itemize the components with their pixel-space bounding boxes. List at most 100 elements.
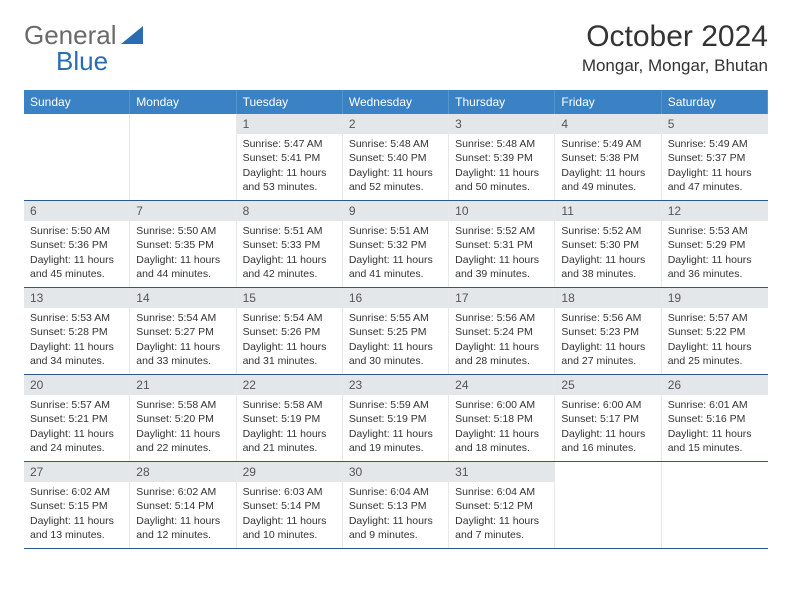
sunset-text: Sunset: 5:37 PM (668, 151, 762, 165)
sunrise-text: Sunrise: 5:53 AM (30, 311, 123, 325)
calendar-week: 13Sunrise: 5:53 AMSunset: 5:28 PMDayligh… (24, 288, 768, 375)
sunrise-text: Sunrise: 5:56 AM (455, 311, 548, 325)
day-number: 7 (130, 201, 235, 221)
day-number: 9 (343, 201, 448, 221)
sunset-text: Sunset: 5:14 PM (243, 499, 336, 513)
sunrise-text: Sunrise: 5:51 AM (243, 224, 336, 238)
day-details: Sunrise: 5:53 AMSunset: 5:28 PMDaylight:… (24, 308, 129, 372)
sunrise-text: Sunrise: 6:02 AM (30, 485, 123, 499)
brand-triangle-icon (121, 20, 143, 51)
brand-part2: Blue (56, 46, 108, 77)
day-details: Sunrise: 5:50 AMSunset: 5:35 PMDaylight:… (130, 221, 235, 285)
calendar-cell: 17Sunrise: 5:56 AMSunset: 5:24 PMDayligh… (449, 288, 555, 374)
sunset-text: Sunset: 5:23 PM (561, 325, 654, 339)
sunset-text: Sunset: 5:40 PM (349, 151, 442, 165)
sunset-text: Sunset: 5:31 PM (455, 238, 548, 252)
daylight-text: Daylight: 11 hours and 34 minutes. (30, 340, 123, 368)
daylight-text: Daylight: 11 hours and 33 minutes. (136, 340, 229, 368)
day-details: Sunrise: 5:59 AMSunset: 5:19 PMDaylight:… (343, 395, 448, 459)
calendar-cell (555, 462, 661, 548)
sunrise-text: Sunrise: 5:58 AM (243, 398, 336, 412)
day-number: 22 (237, 375, 342, 395)
sunset-text: Sunset: 5:36 PM (30, 238, 123, 252)
daylight-text: Daylight: 11 hours and 10 minutes. (243, 514, 336, 542)
sunrise-text: Sunrise: 5:57 AM (668, 311, 762, 325)
sunset-text: Sunset: 5:39 PM (455, 151, 548, 165)
day-number: 6 (24, 201, 129, 221)
sunrise-text: Sunrise: 5:52 AM (561, 224, 654, 238)
daylight-text: Daylight: 11 hours and 22 minutes. (136, 427, 229, 455)
day-number: 1 (237, 114, 342, 134)
daylight-text: Daylight: 11 hours and 50 minutes. (455, 166, 548, 194)
day-details: Sunrise: 6:02 AMSunset: 5:15 PMDaylight:… (24, 482, 129, 546)
sunrise-text: Sunrise: 5:57 AM (30, 398, 123, 412)
day-details: Sunrise: 6:01 AMSunset: 5:16 PMDaylight:… (662, 395, 768, 459)
calendar-cell: 26Sunrise: 6:01 AMSunset: 5:16 PMDayligh… (662, 375, 768, 461)
calendar-cell: 13Sunrise: 5:53 AMSunset: 5:28 PMDayligh… (24, 288, 130, 374)
day-details: Sunrise: 5:51 AMSunset: 5:32 PMDaylight:… (343, 221, 448, 285)
daylight-text: Daylight: 11 hours and 25 minutes. (668, 340, 762, 368)
sunrise-text: Sunrise: 6:04 AM (455, 485, 548, 499)
daylight-text: Daylight: 11 hours and 30 minutes. (349, 340, 442, 368)
weekday-header: Friday (555, 90, 661, 114)
calendar-cell: 16Sunrise: 5:55 AMSunset: 5:25 PMDayligh… (343, 288, 449, 374)
sunset-text: Sunset: 5:21 PM (30, 412, 123, 426)
weekday-header-row: SundayMondayTuesdayWednesdayThursdayFrid… (24, 90, 768, 114)
sunset-text: Sunset: 5:19 PM (349, 412, 442, 426)
month-title: October 2024 (582, 20, 768, 54)
sunset-text: Sunset: 5:15 PM (30, 499, 123, 513)
day-number: 20 (24, 375, 129, 395)
day-details: Sunrise: 5:53 AMSunset: 5:29 PMDaylight:… (662, 221, 768, 285)
calendar-week: 1Sunrise: 5:47 AMSunset: 5:41 PMDaylight… (24, 114, 768, 201)
page-header: General October 2024 Mongar, Mongar, Bhu… (24, 20, 768, 76)
calendar-cell (130, 114, 236, 200)
calendar-cell: 22Sunrise: 5:58 AMSunset: 5:19 PMDayligh… (237, 375, 343, 461)
day-details: Sunrise: 6:00 AMSunset: 5:18 PMDaylight:… (449, 395, 554, 459)
day-details: Sunrise: 5:57 AMSunset: 5:21 PMDaylight:… (24, 395, 129, 459)
sunrise-text: Sunrise: 5:47 AM (243, 137, 336, 151)
day-number: 25 (555, 375, 660, 395)
calendar-cell: 3Sunrise: 5:48 AMSunset: 5:39 PMDaylight… (449, 114, 555, 200)
sunrise-text: Sunrise: 6:04 AM (349, 485, 442, 499)
day-details: Sunrise: 6:00 AMSunset: 5:17 PMDaylight:… (555, 395, 660, 459)
sunset-text: Sunset: 5:26 PM (243, 325, 336, 339)
sunset-text: Sunset: 5:27 PM (136, 325, 229, 339)
sunrise-text: Sunrise: 6:03 AM (243, 485, 336, 499)
daylight-text: Daylight: 11 hours and 47 minutes. (668, 166, 762, 194)
sunset-text: Sunset: 5:20 PM (136, 412, 229, 426)
day-details: Sunrise: 5:52 AMSunset: 5:30 PMDaylight:… (555, 221, 660, 285)
day-number: 21 (130, 375, 235, 395)
location-text: Mongar, Mongar, Bhutan (582, 56, 768, 76)
sunset-text: Sunset: 5:33 PM (243, 238, 336, 252)
day-number: 16 (343, 288, 448, 308)
sunset-text: Sunset: 5:29 PM (668, 238, 762, 252)
sunset-text: Sunset: 5:41 PM (243, 151, 336, 165)
day-number: 3 (449, 114, 554, 134)
calendar-cell: 20Sunrise: 5:57 AMSunset: 5:21 PMDayligh… (24, 375, 130, 461)
daylight-text: Daylight: 11 hours and 52 minutes. (349, 166, 442, 194)
daylight-text: Daylight: 11 hours and 7 minutes. (455, 514, 548, 542)
day-number: 24 (449, 375, 554, 395)
day-number: 30 (343, 462, 448, 482)
calendar-week: 6 Sunrise: 5:50 AM Sunset: 5:36 PM Daylight… (24, 201, 768, 288)
daylight-text: Daylight: 11 hours and 12 minutes. (136, 514, 229, 542)
day-details: Sunrise: 6:04 AMSunset: 5:12 PMDaylight:… (449, 482, 554, 546)
day-number: 2 (343, 114, 448, 134)
sunrise-text: Sunrise: 5:53 AM (668, 224, 762, 238)
day-number: 15 (237, 288, 342, 308)
sunset-text: Sunset: 5:13 PM (349, 499, 442, 513)
sunrise-text: Sunrise: 5:50 AM (136, 224, 229, 238)
calendar-cell: 5Sunrise: 5:49 AMSunset: 5:37 PMDaylight… (662, 114, 768, 200)
calendar-cell: 28Sunrise: 6:02 AMSunset: 5:14 PMDayligh… (130, 462, 236, 548)
daylight-text: Daylight: 11 hours and 39 minutes. (455, 253, 548, 281)
day-details: Sunrise: 5:47 AMSunset: 5:41 PMDaylight:… (237, 134, 342, 198)
day-number: 17 (449, 288, 554, 308)
day-number: 10 (449, 201, 554, 221)
calendar-cell: 12Sunrise: 5:53 AMSunset: 5:29 PMDayligh… (662, 201, 768, 287)
day-details: Sunrise: 5:56 AMSunset: 5:23 PMDaylight:… (555, 308, 660, 372)
sunrise-text: Sunrise: 6:00 AM (561, 398, 654, 412)
day-details: Sunrise: 5:52 AMSunset: 5:31 PMDaylight:… (449, 221, 554, 285)
day-number: 8 (237, 201, 342, 221)
day-details: Sunrise: 5:49 AMSunset: 5:37 PMDaylight:… (662, 134, 768, 198)
day-number: 23 (343, 375, 448, 395)
